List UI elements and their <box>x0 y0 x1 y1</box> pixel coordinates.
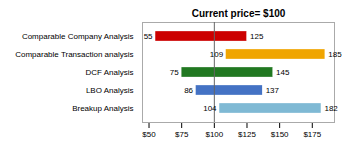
svg-text:$50: $50 <box>142 130 156 139</box>
svg-text:145: 145 <box>276 68 290 77</box>
svg-text:109: 109 <box>210 50 224 59</box>
svg-text:55: 55 <box>144 32 153 41</box>
svg-text:Comparable Transaction analysi: Comparable Transaction analysis <box>15 50 133 59</box>
svg-text:Comparable Company Analysis: Comparable Company Analysis <box>22 32 134 41</box>
svg-text:LBO Analysis: LBO Analysis <box>86 86 134 95</box>
svg-text:$125: $125 <box>238 130 256 139</box>
svg-text:125: 125 <box>250 32 264 41</box>
svg-text:Current price= $100: Current price= $100 <box>192 8 286 19</box>
svg-text:$75: $75 <box>175 130 189 139</box>
svg-text:$100: $100 <box>205 130 223 139</box>
svg-text:$175: $175 <box>303 130 321 139</box>
svg-text:86: 86 <box>184 86 193 95</box>
svg-text:185: 185 <box>328 50 342 59</box>
svg-text:137: 137 <box>266 86 280 95</box>
svg-text:Breakup Analysis: Breakup Analysis <box>72 104 133 113</box>
svg-text:$150: $150 <box>271 130 289 139</box>
svg-text:75: 75 <box>170 68 179 77</box>
svg-text:DCF Analysis: DCF Analysis <box>85 68 133 77</box>
svg-text:104: 104 <box>203 104 217 113</box>
svg-text:182: 182 <box>324 104 338 113</box>
